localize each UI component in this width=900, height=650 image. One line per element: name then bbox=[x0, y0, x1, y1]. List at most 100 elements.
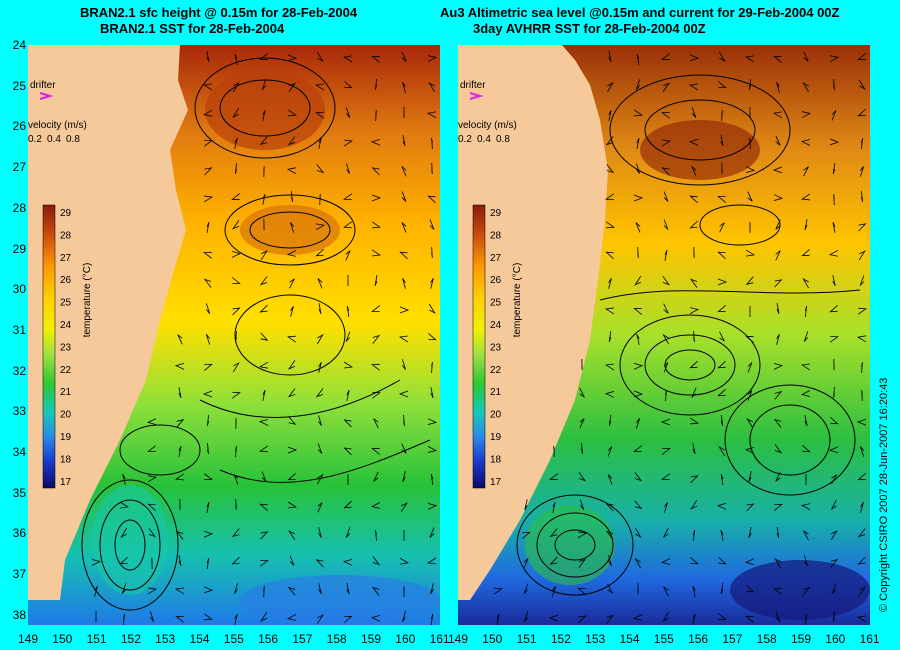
lat-tick-label: 37 bbox=[12, 567, 26, 582]
left-colorbar-ticks: 29 28 27 26 25 24 23 22 21 20 19 18 17 bbox=[60, 208, 72, 488]
velocity-arrow-icon bbox=[857, 528, 866, 538]
copyright-notice: © Copyright CSIRO 2007 28-Jun-2007 16:20… bbox=[878, 377, 890, 612]
velocity-arrow-icon bbox=[317, 473, 324, 485]
velocity-arrow-icon bbox=[342, 55, 353, 63]
velocity-arrow-icon bbox=[662, 611, 669, 623]
velocity-arrow-icon bbox=[800, 363, 811, 371]
velocity-arrow-icon bbox=[634, 527, 642, 539]
right-velocity-arrows bbox=[493, 51, 867, 626]
velocity-arrow-icon bbox=[287, 446, 298, 454]
colorbar-tick-label: 28 bbox=[60, 230, 72, 241]
velocity-arrow-icon bbox=[402, 135, 406, 147]
lon-tick-label-right: 151 bbox=[516, 632, 537, 646]
velocity-arrow-icon bbox=[375, 109, 377, 122]
velocity-arrow-icon bbox=[830, 416, 839, 425]
velocity-arrow-icon bbox=[343, 221, 353, 229]
colorbar-tick-label: 27 bbox=[60, 253, 72, 264]
velocity-arrow-icon bbox=[690, 475, 699, 484]
velocity-arrow-icon bbox=[401, 222, 407, 233]
velocity-arrow-icon bbox=[345, 250, 351, 261]
velocity-arrow-icon bbox=[234, 583, 238, 594]
velocity-arrow-icon bbox=[858, 586, 866, 597]
velocity-arrow-icon bbox=[776, 527, 780, 539]
lat-tick-label: 25 bbox=[12, 78, 26, 93]
velocity-arrow-icon bbox=[232, 307, 241, 316]
colorbar-tick-label: 22 bbox=[60, 365, 72, 376]
left-cold-eddy bbox=[92, 485, 168, 595]
velocity-arrow-icon bbox=[832, 163, 836, 175]
velocity-arrow-icon bbox=[661, 139, 671, 147]
velocity-arrow-icon bbox=[287, 54, 298, 62]
colorbar-tick-label: 21 bbox=[490, 387, 502, 398]
velocity-arrow-icon bbox=[316, 614, 324, 625]
velocity-arrow-icon bbox=[774, 444, 783, 454]
velocity-arrow-icon bbox=[772, 166, 783, 174]
velocity-arrow-icon bbox=[692, 585, 696, 597]
velocity-arrow-icon bbox=[831, 110, 837, 121]
velocity-arrow-icon bbox=[175, 530, 184, 540]
drifter-label: drifter bbox=[30, 80, 56, 91]
velocity-arrow-icon bbox=[608, 331, 612, 343]
velocity-arrow-icon bbox=[315, 559, 324, 568]
velocity-arrow-icon bbox=[148, 528, 157, 538]
velocity-arrow-icon bbox=[804, 219, 808, 231]
velocity-arrow-icon bbox=[718, 81, 727, 89]
colorbar-tick-label: 26 bbox=[490, 275, 502, 286]
velocity-arrow-icon bbox=[289, 555, 295, 566]
velocity-arrow-icon bbox=[858, 223, 867, 232]
velocity-arrow-icon bbox=[370, 615, 381, 622]
velocity-arrow-icon bbox=[830, 558, 839, 568]
velocity-arrow-icon bbox=[231, 528, 240, 538]
velocity-arrow-icon bbox=[577, 531, 588, 539]
velocity-arrow-icon bbox=[662, 333, 669, 345]
velocity-arrow-icon bbox=[232, 362, 240, 373]
velocity-arrow-icon bbox=[427, 418, 438, 425]
velocity-arrow-icon bbox=[262, 193, 266, 205]
velocity-arrow-icon bbox=[401, 51, 407, 62]
velocity-arrow-icon bbox=[745, 335, 754, 343]
velocity-arrow-icon bbox=[859, 275, 865, 286]
velocity-arrow-icon bbox=[234, 163, 238, 175]
velocity-arrow-icon bbox=[635, 222, 641, 233]
lon-tick-label-right: 154 bbox=[619, 632, 640, 646]
drifter-marker-icon bbox=[39, 92, 54, 100]
lat-tick-label: 26 bbox=[12, 119, 26, 134]
velocity-arrow-icon bbox=[431, 137, 433, 150]
velocity-arrow-icon bbox=[175, 473, 185, 481]
velocity-arrow-icon bbox=[370, 138, 381, 146]
velocity-arrow-icon bbox=[608, 415, 612, 427]
velocity-arrow-icon bbox=[119, 557, 128, 565]
velocity-arrow-icon bbox=[344, 615, 353, 623]
velocity-arrow-icon bbox=[371, 249, 382, 257]
velocity-arrow-icon bbox=[690, 499, 698, 510]
velocity-arrow-icon bbox=[804, 415, 808, 426]
velocity-arrow-icon bbox=[260, 250, 268, 260]
velocity-arrow-icon bbox=[91, 559, 102, 566]
velocity-arrow-icon bbox=[775, 135, 781, 146]
colorbar-tick-label: 21 bbox=[60, 387, 72, 398]
velocity-arrow-icon bbox=[829, 138, 840, 146]
right-colorbar: 29 28 27 26 25 24 23 22 21 20 19 18 17 temperature (… bbox=[472, 204, 523, 489]
velocity-arrow-icon bbox=[346, 163, 350, 174]
velocity-arrow-icon bbox=[263, 585, 265, 598]
lon-tick-label-left: 161 bbox=[429, 632, 450, 646]
colorbar-tick-label: 24 bbox=[490, 320, 502, 331]
velocity-arrow-icon bbox=[606, 614, 615, 624]
velocity-arrow-icon bbox=[552, 501, 556, 513]
velocity-arrow-icon bbox=[375, 79, 377, 91]
velocity-arrow-icon bbox=[804, 305, 808, 317]
velocity-arrow-icon bbox=[861, 137, 863, 149]
velocity-arrow-icon bbox=[373, 418, 379, 429]
lon-tick-label-left: 156 bbox=[258, 632, 279, 646]
velocity-arrow-icon bbox=[689, 417, 699, 425]
velocity-arrow-icon bbox=[429, 527, 435, 538]
velocity-arrow-icon bbox=[427, 446, 438, 453]
velocity-arrow-icon bbox=[202, 83, 213, 91]
lon-tick-label-left: 151 bbox=[86, 632, 107, 646]
velocity-arrow-icon bbox=[833, 610, 835, 623]
velocity-arrow-icon bbox=[636, 137, 640, 149]
velocity-arrow-icon bbox=[315, 223, 326, 231]
velocity-arrow-icon bbox=[343, 361, 354, 369]
velocity-arrow-icon bbox=[578, 615, 587, 624]
velocity-arrow-icon bbox=[287, 501, 298, 509]
